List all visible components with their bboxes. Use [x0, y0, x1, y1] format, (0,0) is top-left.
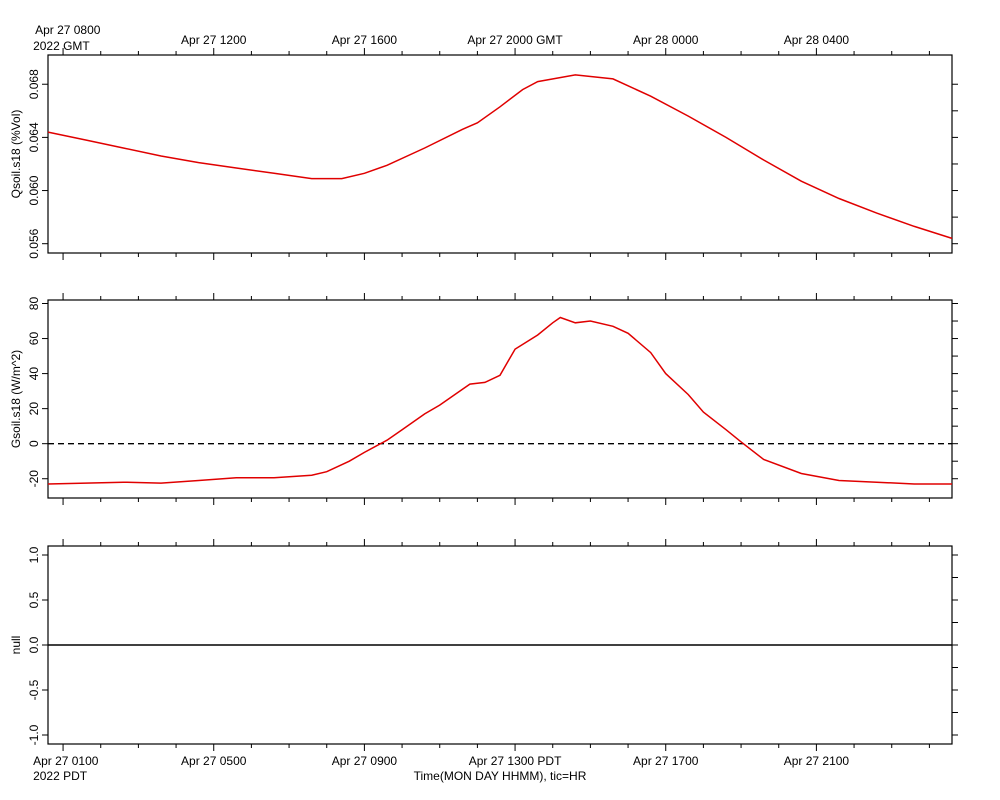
- series-line-0-0: [47, 74, 953, 240]
- bottom-axis-label: Apr 27 0900: [332, 754, 398, 768]
- top-axis-first-label-year: 2022 GMT: [33, 39, 90, 53]
- bottom-axis-label: Apr 27 2100: [784, 754, 850, 768]
- top-axis-label: Apr 27 1600: [332, 33, 398, 47]
- top-axis-label: Apr 27 1200: [181, 33, 247, 47]
- y-tick-label: -0.5: [27, 679, 41, 700]
- y-tick-label: 20: [27, 402, 41, 416]
- top-axis-label: Apr 27 2000 GMT: [467, 33, 563, 47]
- y-tick-label: 0.060: [27, 175, 41, 205]
- plot-frame-1: [47, 299, 953, 499]
- y-tick-label: 0.068: [27, 69, 41, 99]
- top-axis-first-label: Apr 27 0800: [35, 23, 101, 37]
- bottom-axis-label: Apr 27 1300 PDT: [469, 754, 562, 768]
- y-tick-label: 40: [27, 367, 41, 381]
- y-tick-label: -20: [27, 470, 41, 488]
- bottom-axis-first-label: Apr 27 0100: [33, 754, 99, 768]
- y-tick-label: -1.0: [27, 724, 41, 745]
- y-tick-label: 60: [27, 332, 41, 346]
- y-tick-label: 1.0: [27, 546, 41, 563]
- y-tick-label: 0.0: [27, 636, 41, 653]
- y-axis-label: Gsoil.s18 (W/m^2): [9, 350, 23, 448]
- y-axis-label: null: [9, 636, 23, 655]
- bottom-axis-label: Apr 27 1700: [633, 754, 699, 768]
- x-axis-title: Time(MON DAY HHMM), tic=HR: [414, 769, 587, 783]
- y-tick-label: 0.5: [27, 591, 41, 608]
- series-line-1-0: [47, 316, 952, 485]
- y-tick-label: 0.056: [27, 228, 41, 258]
- top-axis-label: Apr 28 0400: [784, 33, 850, 47]
- y-tick-label: 80: [27, 297, 41, 311]
- y-axis-label: Qsoil.s18 (%Vol): [9, 110, 23, 199]
- bottom-axis-label: Apr 27 0500: [181, 754, 247, 768]
- bottom-axis-first-label-year: 2022 PDT: [33, 769, 88, 783]
- y-tick-label: 0: [27, 440, 41, 447]
- plot-frame-0: [47, 54, 953, 254]
- top-axis-label: Apr 28 0000: [633, 33, 699, 47]
- y-tick-label: 0.064: [27, 122, 41, 152]
